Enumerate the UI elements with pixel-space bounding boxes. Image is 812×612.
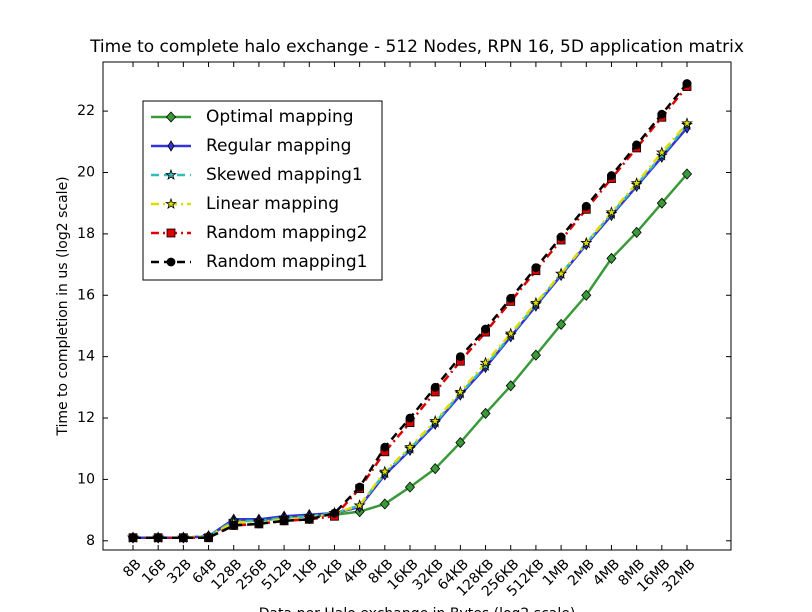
y-tick-label: 16 bbox=[77, 287, 95, 303]
legend-label: Linear mapping bbox=[206, 194, 339, 214]
data-point bbox=[353, 499, 366, 511]
data-point bbox=[606, 252, 617, 265]
data-point bbox=[380, 442, 390, 452]
data-point bbox=[607, 171, 616, 180]
data-point bbox=[405, 413, 415, 423]
data-point bbox=[304, 514, 314, 524]
data-point bbox=[581, 201, 591, 211]
data-point bbox=[505, 380, 516, 392]
data-point bbox=[430, 463, 441, 475]
data-point bbox=[429, 414, 442, 427]
data-point bbox=[631, 226, 642, 238]
data-point bbox=[556, 232, 566, 242]
y-tick-label: 8 bbox=[86, 533, 95, 549]
data-point bbox=[605, 206, 618, 218]
legend: Optimal mapping Regular mapping Skewed map… bbox=[142, 100, 383, 281]
y-tick-label: 14 bbox=[77, 349, 95, 365]
legend-label: Skewed mapping1 bbox=[206, 165, 363, 185]
data-point bbox=[404, 481, 416, 493]
data-point bbox=[355, 482, 365, 492]
data-point bbox=[682, 79, 692, 88]
legend-marker bbox=[165, 197, 177, 210]
data-point bbox=[430, 382, 440, 392]
data-point bbox=[153, 533, 163, 543]
legend-label: Random mapping2 bbox=[206, 223, 367, 243]
legend-marker bbox=[165, 168, 177, 181]
y-tick-label: 10 bbox=[77, 471, 95, 487]
data-point bbox=[455, 352, 465, 362]
data-point bbox=[455, 436, 466, 449]
data-point bbox=[454, 385, 467, 397]
data-point bbox=[581, 289, 592, 301]
data-point bbox=[481, 324, 490, 334]
legend-marker bbox=[165, 111, 177, 123]
data-point bbox=[657, 109, 667, 119]
data-point bbox=[681, 168, 693, 180]
data-point bbox=[580, 236, 593, 249]
data-point bbox=[555, 267, 568, 279]
data-point bbox=[656, 197, 667, 209]
data-point bbox=[655, 149, 668, 161]
data-point bbox=[379, 498, 390, 510]
data-point bbox=[530, 349, 541, 361]
data-point bbox=[330, 508, 339, 518]
data-point bbox=[229, 521, 239, 530]
y-tick-label: 18 bbox=[77, 226, 95, 242]
chart-title: Time to complete halo exchange - 512 Nod… bbox=[89, 37, 744, 57]
data-point bbox=[529, 296, 542, 308]
data-point bbox=[531, 263, 541, 273]
plot-frame bbox=[102, 61, 732, 551]
legend-marker bbox=[166, 228, 176, 238]
legend-label: Regular mapping bbox=[206, 136, 351, 156]
legend-label: Optimal mapping bbox=[206, 107, 354, 127]
data-point bbox=[504, 327, 517, 339]
data-point bbox=[479, 359, 492, 371]
x-axis-label: Data per Halo exchange in Bytes (log2 sc… bbox=[259, 606, 576, 612]
legend-marker bbox=[167, 140, 175, 152]
data-point bbox=[681, 117, 693, 129]
data-point bbox=[630, 177, 643, 189]
data-point bbox=[128, 533, 138, 543]
y-axis-label: Time to completion in us (log2 scale) bbox=[55, 176, 71, 436]
legend-marker bbox=[166, 257, 176, 267]
data-point bbox=[556, 318, 567, 331]
data-point bbox=[506, 293, 516, 303]
data-point bbox=[632, 140, 642, 150]
y-tick-label: 20 bbox=[77, 164, 95, 180]
data-point bbox=[479, 356, 492, 368]
data-point bbox=[404, 440, 416, 453]
data-point bbox=[178, 533, 188, 543]
data-point bbox=[378, 465, 391, 477]
legend-box bbox=[142, 100, 383, 281]
data-point bbox=[655, 146, 668, 158]
data-point bbox=[204, 533, 213, 543]
y-tick-label: 22 bbox=[77, 103, 95, 119]
data-point bbox=[279, 516, 289, 526]
legend-label: Random mapping1 bbox=[206, 252, 367, 272]
data-point bbox=[254, 519, 264, 529]
y-tick-label: 12 bbox=[77, 410, 95, 426]
data-point bbox=[480, 407, 491, 420]
